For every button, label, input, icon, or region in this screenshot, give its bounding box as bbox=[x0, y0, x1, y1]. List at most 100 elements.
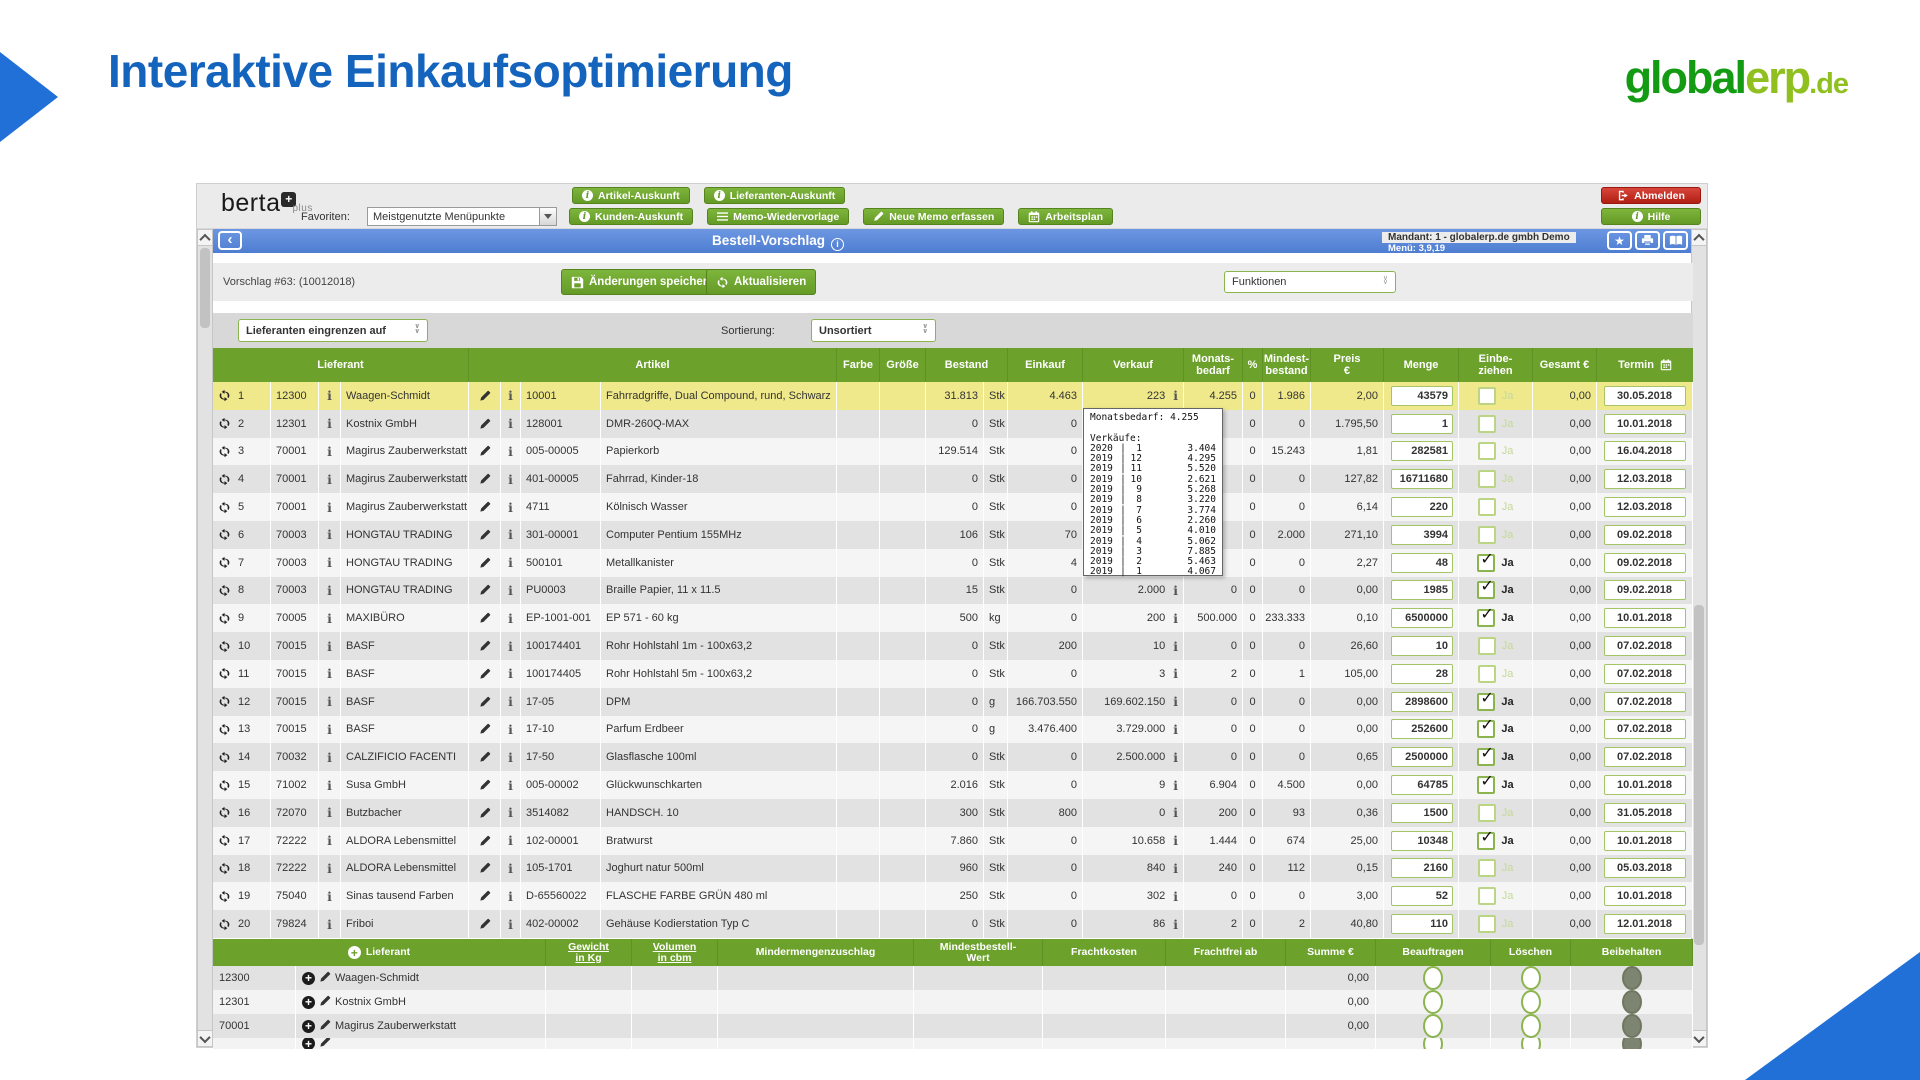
edit-pencil-icon[interactable] bbox=[479, 751, 491, 763]
quantity-input[interactable]: 2898600 bbox=[1391, 691, 1453, 712]
date-input[interactable]: 12.01.2018 bbox=[1603, 914, 1686, 935]
add-icon[interactable]: + bbox=[302, 971, 315, 985]
include-checkbox[interactable] bbox=[1477, 859, 1496, 878]
edit-pencil-icon[interactable] bbox=[479, 418, 491, 430]
date-input[interactable]: 12.03.2018 bbox=[1603, 469, 1686, 490]
include-checkbox[interactable] bbox=[1477, 637, 1496, 656]
chevron-down-icon[interactable] bbox=[539, 208, 556, 225]
sales-info-icon[interactable]: i bbox=[1173, 388, 1178, 404]
artikel-auskunft-button[interactable]: i Artikel-Auskunft bbox=[572, 187, 690, 204]
date-input[interactable]: 07.02.2018 bbox=[1603, 663, 1686, 684]
sales-info-icon[interactable]: i bbox=[1173, 888, 1178, 904]
info-icon[interactable]: i bbox=[508, 638, 513, 654]
quantity-input[interactable]: 3994 bbox=[1391, 524, 1453, 545]
refresh-icon[interactable] bbox=[218, 918, 231, 931]
include-checkbox[interactable] bbox=[1477, 771, 1496, 795]
order-radio[interactable] bbox=[1423, 966, 1443, 990]
include-checkbox[interactable] bbox=[1477, 470, 1496, 489]
info-icon[interactable]: i bbox=[327, 666, 332, 682]
date-input[interactable]: 07.02.2018 bbox=[1603, 719, 1686, 740]
date-input[interactable]: 07.02.2018 bbox=[1603, 636, 1686, 657]
info-icon[interactable]: i bbox=[327, 916, 332, 932]
info-icon[interactable]: i bbox=[508, 610, 513, 626]
info-icon[interactable]: i bbox=[327, 749, 332, 765]
date-input[interactable]: 10.01.2018 bbox=[1603, 886, 1686, 907]
quantity-input[interactable]: 2500000 bbox=[1391, 747, 1453, 768]
info-icon[interactable]: i bbox=[327, 610, 332, 626]
add-icon[interactable]: + bbox=[302, 995, 315, 1009]
refresh-icon[interactable] bbox=[218, 584, 231, 597]
info-icon[interactable]: i bbox=[508, 416, 513, 432]
quantity-input[interactable]: 110 bbox=[1391, 914, 1453, 935]
include-checkbox[interactable] bbox=[1477, 716, 1496, 739]
date-input[interactable]: 09.02.2018 bbox=[1603, 552, 1686, 573]
delete-radio[interactable] bbox=[1520, 966, 1541, 990]
quantity-input[interactable]: 28 bbox=[1391, 663, 1453, 684]
info-icon[interactable]: i bbox=[327, 388, 332, 404]
quantity-input[interactable]: 1500 bbox=[1391, 802, 1453, 823]
add-supplier-icon[interactable]: + bbox=[347, 946, 361, 959]
favorite-star-button[interactable]: ★ bbox=[1607, 231, 1632, 250]
date-input[interactable]: 09.02.2018 bbox=[1603, 580, 1686, 601]
refresh-icon[interactable] bbox=[218, 473, 231, 486]
scroll-down-arrow[interactable] bbox=[198, 1030, 212, 1046]
date-input[interactable]: 07.02.2018 bbox=[1603, 691, 1686, 712]
sort-select[interactable]: Unsortiert ∨ ∨ bbox=[811, 319, 936, 342]
include-checkbox[interactable] bbox=[1477, 803, 1496, 822]
sales-info-icon[interactable]: i bbox=[1173, 916, 1178, 932]
include-checkbox[interactable] bbox=[1477, 664, 1496, 683]
include-checkbox[interactable] bbox=[1477, 577, 1496, 600]
quantity-input[interactable]: 6500000 bbox=[1391, 608, 1453, 629]
include-checkbox[interactable] bbox=[1477, 887, 1496, 906]
quantity-input[interactable]: 282581 bbox=[1391, 441, 1453, 462]
date-input[interactable]: 09.02.2018 bbox=[1603, 524, 1686, 545]
include-checkbox[interactable] bbox=[1477, 442, 1496, 461]
funktionen-select[interactable]: Funktionen ∨ ∨ bbox=[1224, 271, 1396, 293]
manual-book-button[interactable] bbox=[1663, 231, 1688, 250]
abmelden-button[interactable]: Abmelden bbox=[1601, 187, 1701, 204]
info-icon[interactable]: i bbox=[327, 416, 332, 432]
info-icon[interactable]: i bbox=[327, 833, 332, 849]
edit-pencil-icon[interactable] bbox=[319, 995, 331, 1007]
quantity-input[interactable]: 1 bbox=[1391, 413, 1453, 434]
edit-pencil-icon[interactable] bbox=[479, 890, 491, 902]
date-input[interactable]: 10.01.2018 bbox=[1603, 830, 1686, 851]
refresh-button[interactable]: Aktualisieren bbox=[706, 269, 817, 295]
delete-radio[interactable] bbox=[1520, 1014, 1541, 1038]
edit-pencil-icon[interactable] bbox=[479, 668, 491, 680]
quantity-input[interactable]: 10 bbox=[1391, 636, 1453, 657]
edit-pencil-icon[interactable] bbox=[479, 557, 491, 569]
save-changes-button[interactable]: Änderungen speichern bbox=[561, 269, 725, 295]
left-scrollbar[interactable] bbox=[197, 229, 213, 1047]
date-input[interactable]: 16.04.2018 bbox=[1603, 441, 1686, 462]
info-icon[interactable]: i bbox=[327, 555, 332, 571]
info-icon[interactable]: i bbox=[508, 833, 513, 849]
edit-pencil-icon[interactable] bbox=[479, 612, 491, 624]
date-input[interactable]: 31.05.2018 bbox=[1603, 802, 1686, 823]
edit-pencil-icon[interactable] bbox=[479, 807, 491, 819]
refresh-icon[interactable] bbox=[218, 779, 231, 792]
edit-pencil-icon[interactable] bbox=[319, 1019, 331, 1031]
print-button[interactable] bbox=[1635, 231, 1660, 250]
add-icon[interactable]: + bbox=[302, 1038, 315, 1049]
sales-info-icon[interactable]: i bbox=[1173, 777, 1178, 793]
memo-wiedervorlage-button[interactable]: Memo-Wiedervorlage bbox=[707, 208, 850, 225]
kunden-auskunft-button[interactable]: i Kunden-Auskunft bbox=[569, 208, 694, 225]
quantity-input[interactable]: 52 bbox=[1391, 886, 1453, 907]
info-icon[interactable]: i bbox=[508, 471, 513, 487]
info-icon[interactable]: i bbox=[327, 721, 332, 737]
refresh-icon[interactable] bbox=[218, 667, 231, 680]
info-icon[interactable]: i bbox=[508, 582, 513, 598]
info-icon[interactable]: i bbox=[327, 694, 332, 710]
refresh-icon[interactable] bbox=[218, 556, 231, 569]
quantity-input[interactable]: 43579 bbox=[1391, 385, 1453, 406]
info-icon[interactable]: i bbox=[508, 805, 513, 821]
info-icon[interactable]: i bbox=[508, 860, 513, 876]
scroll-up-arrow[interactable] bbox=[1692, 230, 1706, 246]
edit-pencil-icon[interactable] bbox=[479, 501, 491, 513]
hilfe-button[interactable]: i Hilfe bbox=[1601, 208, 1701, 225]
info-icon[interactable]: i bbox=[508, 721, 513, 737]
refresh-icon[interactable] bbox=[218, 528, 231, 541]
keep-radio[interactable] bbox=[1621, 990, 1642, 1014]
sales-info-icon[interactable]: i bbox=[1173, 666, 1178, 682]
